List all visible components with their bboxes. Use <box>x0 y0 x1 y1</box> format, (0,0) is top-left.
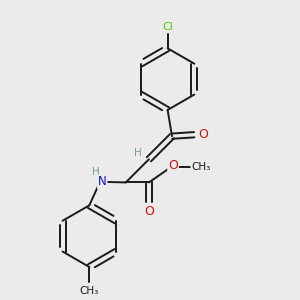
Text: CH₃: CH₃ <box>80 286 99 296</box>
Text: H: H <box>92 167 100 177</box>
Text: O: O <box>144 206 154 218</box>
Text: N: N <box>98 175 107 188</box>
Text: O: O <box>168 159 178 172</box>
Text: H: H <box>134 148 142 158</box>
Text: Cl: Cl <box>162 22 173 32</box>
Text: CH₃: CH₃ <box>191 162 210 172</box>
Text: O: O <box>199 128 208 141</box>
